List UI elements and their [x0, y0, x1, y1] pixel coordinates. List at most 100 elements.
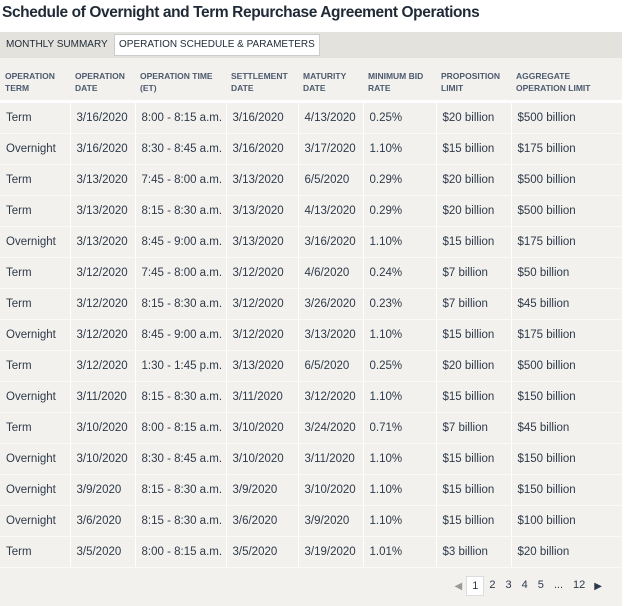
column-header: MINIMUM BID RATE — [363, 58, 436, 103]
table-cell: 3/6/2020 — [225, 505, 298, 537]
table-cell: Term — [0, 288, 70, 320]
table-cell: 3/26/2020 — [297, 288, 363, 320]
page-link[interactable]: 2 — [489, 579, 496, 591]
table-cell: 1.10% — [362, 381, 436, 413]
table-row: Term 3/5/2020 8:00 - 8:15 a.m. 3/5/2020 3/19… — [0, 536, 622, 568]
table-cell: 3/12/2020 — [69, 288, 135, 320]
table-cell: 3/10/2020 — [69, 443, 135, 475]
table-row: Overnight 3/10/2020 8:30 - 8:45 a.m. 3/10/2… — [0, 443, 622, 475]
table-cell: Term — [0, 164, 70, 196]
table-cell: Overnight — [0, 474, 70, 506]
table-row: Term 3/16/2020 8:00 - 8:15 a.m. 3/16/2020 4/… — [0, 101, 622, 134]
table-cell: 3/17/2020 — [297, 133, 363, 165]
table-cell: 0.25% — [362, 101, 436, 134]
table-cell: $15 billion — [435, 319, 511, 351]
table-cell: $15 billion — [435, 133, 511, 165]
table-cell: 1.10% — [362, 133, 436, 165]
table-cell: 3/9/2020 — [225, 474, 298, 506]
table-cell: 3/13/2020 — [69, 195, 135, 227]
table-cell: 3/16/2020 — [297, 226, 363, 258]
page-link[interactable]: ... — [553, 579, 564, 591]
table-cell: $20 billion — [435, 350, 511, 382]
table-cell: 8:15 - 8:30 a.m. — [134, 381, 226, 413]
table-cell: Overnight — [0, 505, 70, 537]
table-body: Term 3/16/2020 8:00 - 8:15 a.m. 3/16/2020 4/… — [0, 101, 622, 568]
table-cell: 3/10/2020 — [297, 474, 363, 506]
table-cell: 0.23% — [362, 288, 436, 320]
table-cell: 3/19/2020 — [297, 536, 363, 568]
table-cell: 3/9/2020 — [69, 474, 135, 506]
table-cell: 8:00 - 8:15 a.m. — [134, 101, 226, 134]
table-cell: 0.29% — [362, 164, 436, 196]
table-cell: 3/5/2020 — [69, 536, 135, 568]
table-cell: Overnight — [0, 381, 70, 413]
table-cell: Term — [0, 536, 70, 568]
table-cell: $15 billion — [435, 226, 511, 258]
table-cell: $7 billion — [435, 288, 511, 320]
operations-table: OPERATION TERM OPERATION DATE OPERATION TI… — [0, 58, 622, 568]
tab[interactable]: MONTHLY SUMMARY — [6, 39, 108, 50]
table-cell: 3/13/2020 — [225, 195, 298, 227]
table-cell: Overnight — [0, 133, 70, 165]
table-cell: $15 billion — [435, 381, 511, 413]
table-cell: $20 billion — [435, 101, 511, 134]
column-header: SETTLEMENT DATE — [226, 58, 298, 103]
table-cell: $175 billion — [510, 226, 622, 258]
table-cell: 1.10% — [362, 443, 436, 475]
table-cell: $20 billion — [435, 195, 511, 227]
table-cell: $175 billion — [510, 319, 622, 351]
page-link[interactable]: 3 — [505, 579, 512, 591]
table-cell: 1.10% — [362, 319, 436, 351]
table-cell: 8:45 - 9:00 a.m. — [134, 319, 226, 351]
table-cell: 3/13/2020 — [69, 164, 135, 196]
table-cell: 8:15 - 8:30 a.m. — [134, 288, 226, 320]
table-cell: 3/11/2020 — [69, 381, 135, 413]
table-cell: 1:30 - 1:45 p.m. — [134, 350, 226, 382]
table-cell: Term — [0, 257, 70, 289]
table-row: Overnight 3/13/2020 8:45 - 9:00 a.m. 3/13/2… — [0, 226, 622, 258]
table-cell: $3 billion — [435, 536, 511, 568]
table-cell: 3/24/2020 — [297, 412, 363, 444]
page-link[interactable]: 4 — [521, 579, 528, 591]
table-cell: $150 billion — [510, 443, 622, 475]
page-link[interactable]: 12 — [573, 579, 586, 591]
table-cell: 3/11/2020 — [225, 381, 298, 413]
table-cell: Overnight — [0, 226, 70, 258]
table-cell: 8:15 - 8:30 a.m. — [134, 195, 226, 227]
header-row: OPERATION TERM OPERATION DATE OPERATION TI… — [0, 58, 622, 103]
table-row: Term 3/10/2020 8:00 - 8:15 a.m. 3/10/2020 3/… — [0, 412, 622, 444]
table-cell: 0.24% — [362, 257, 436, 289]
table-row: Overnight 3/9/2020 8:15 - 8:30 a.m. 3/9/202… — [0, 474, 622, 506]
page-link[interactable]: 5 — [537, 579, 544, 591]
table-row: Term 3/13/2020 7:45 - 8:00 a.m. 3/13/2020 6/… — [0, 164, 622, 196]
table-cell: $500 billion — [510, 350, 622, 382]
column-header: PROPOSITION LIMIT — [436, 58, 511, 103]
table-cell: 3/5/2020 — [225, 536, 298, 568]
table-cell: $15 billion — [435, 474, 511, 506]
table-cell: 6/5/2020 — [297, 164, 363, 196]
column-header: AGGREGATE OPERATION LIMIT — [511, 58, 622, 103]
prev-arrow[interactable]: ◀ — [454, 580, 463, 592]
table-cell: 8:30 - 8:45 a.m. — [134, 133, 226, 165]
table-cell: $15 billion — [435, 505, 511, 537]
table-row: Term 3/12/2020 1:30 - 1:45 p.m. 3/13/2020 6/… — [0, 350, 622, 382]
table-cell: 3/12/2020 — [69, 319, 135, 351]
table-cell: $20 billion — [435, 164, 511, 196]
table-cell: 3/13/2020 — [69, 226, 135, 258]
next-arrow[interactable]: ▶ — [594, 580, 602, 592]
table-cell: $500 billion — [510, 164, 622, 196]
table-cell: 3/10/2020 — [69, 412, 135, 444]
table-cell: 3/13/2020 — [225, 164, 298, 196]
page-link[interactable]: 1 — [466, 576, 485, 596]
table-cell: 3/16/2020 — [225, 133, 298, 165]
table-cell: Overnight — [0, 319, 70, 351]
table-cell: 1.10% — [362, 505, 436, 537]
table-cell: $20 billion — [510, 536, 622, 568]
table-cell: 3/12/2020 — [297, 381, 363, 413]
table-cell: 3/13/2020 — [225, 226, 298, 258]
tab-bar: MONTHLY SUMMARY OPERATION SCHEDULE & PARA… — [0, 32, 622, 58]
table-cell: 8:15 - 8:30 a.m. — [134, 474, 226, 506]
tab[interactable]: OPERATION SCHEDULE & PARAMETERS — [114, 34, 320, 56]
table-cell: 3/16/2020 — [225, 101, 298, 134]
